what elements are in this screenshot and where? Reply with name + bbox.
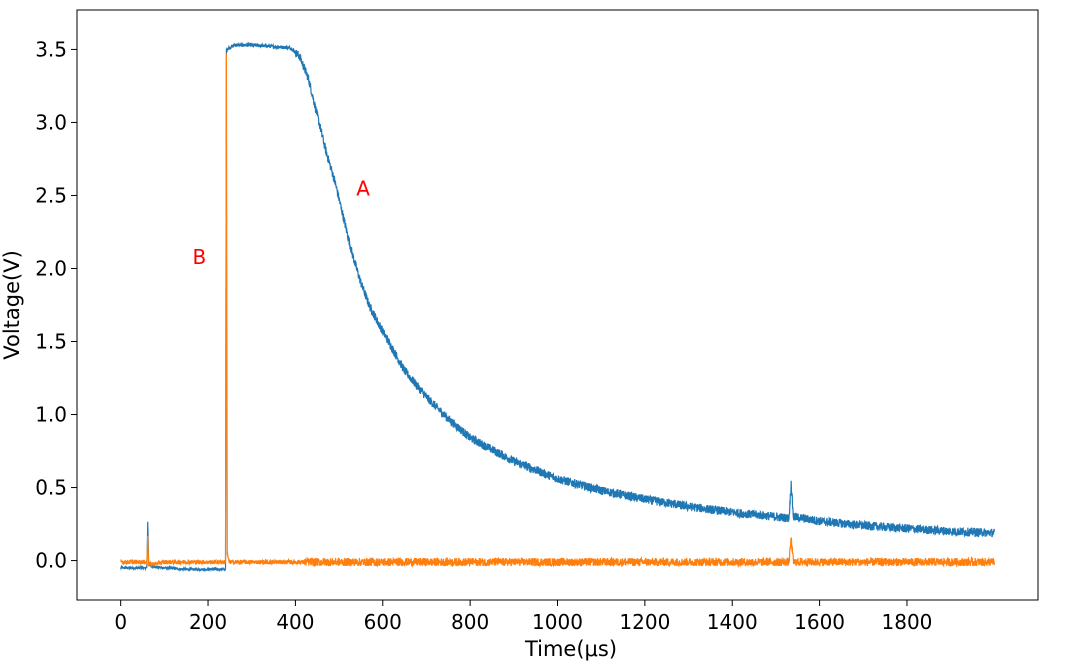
x-tick-label: 200 <box>189 610 227 634</box>
y-axis: 0.0 0.5 1.0 1.5 2.0 2.5 3.0 3.5 <box>35 37 77 573</box>
x-axis-label: Time(μs) <box>524 637 617 661</box>
y-tick-label: 0.0 <box>35 549 67 573</box>
x-tick-label: 1000 <box>532 610 583 634</box>
series-line-2 <box>120 53 995 569</box>
series-layer <box>120 41 995 573</box>
annotation-a: A <box>356 176 370 200</box>
y-tick-label: 2.0 <box>35 256 67 280</box>
y-axis-label: Voltage(V) <box>0 250 24 360</box>
y-tick-label: 3.0 <box>35 110 67 134</box>
annotation-b: B <box>192 245 206 269</box>
y-tick-label: 1.0 <box>35 403 67 427</box>
x-tick-label: 0 <box>114 610 127 634</box>
x-tick-label: 1200 <box>619 610 670 634</box>
x-tick-label: 1800 <box>882 610 933 634</box>
y-tick-label: 2.5 <box>35 183 67 207</box>
x-tick-label: 400 <box>276 610 314 634</box>
series-line-1 <box>120 41 995 573</box>
x-tick-label: 800 <box>451 610 489 634</box>
x-tick-label: 600 <box>364 610 402 634</box>
y-tick-label: 3.5 <box>35 37 67 61</box>
x-axis: 0 200 400 600 800 1000 1200 1400 1600 1800 <box>114 600 932 634</box>
annotations: AB <box>192 176 370 269</box>
x-tick-label: 1400 <box>707 610 758 634</box>
y-tick-label: 1.5 <box>35 330 67 354</box>
x-tick-label: 1600 <box>794 610 845 634</box>
y-tick-label: 0.5 <box>35 476 67 500</box>
plot-area-frame <box>76 9 1039 601</box>
